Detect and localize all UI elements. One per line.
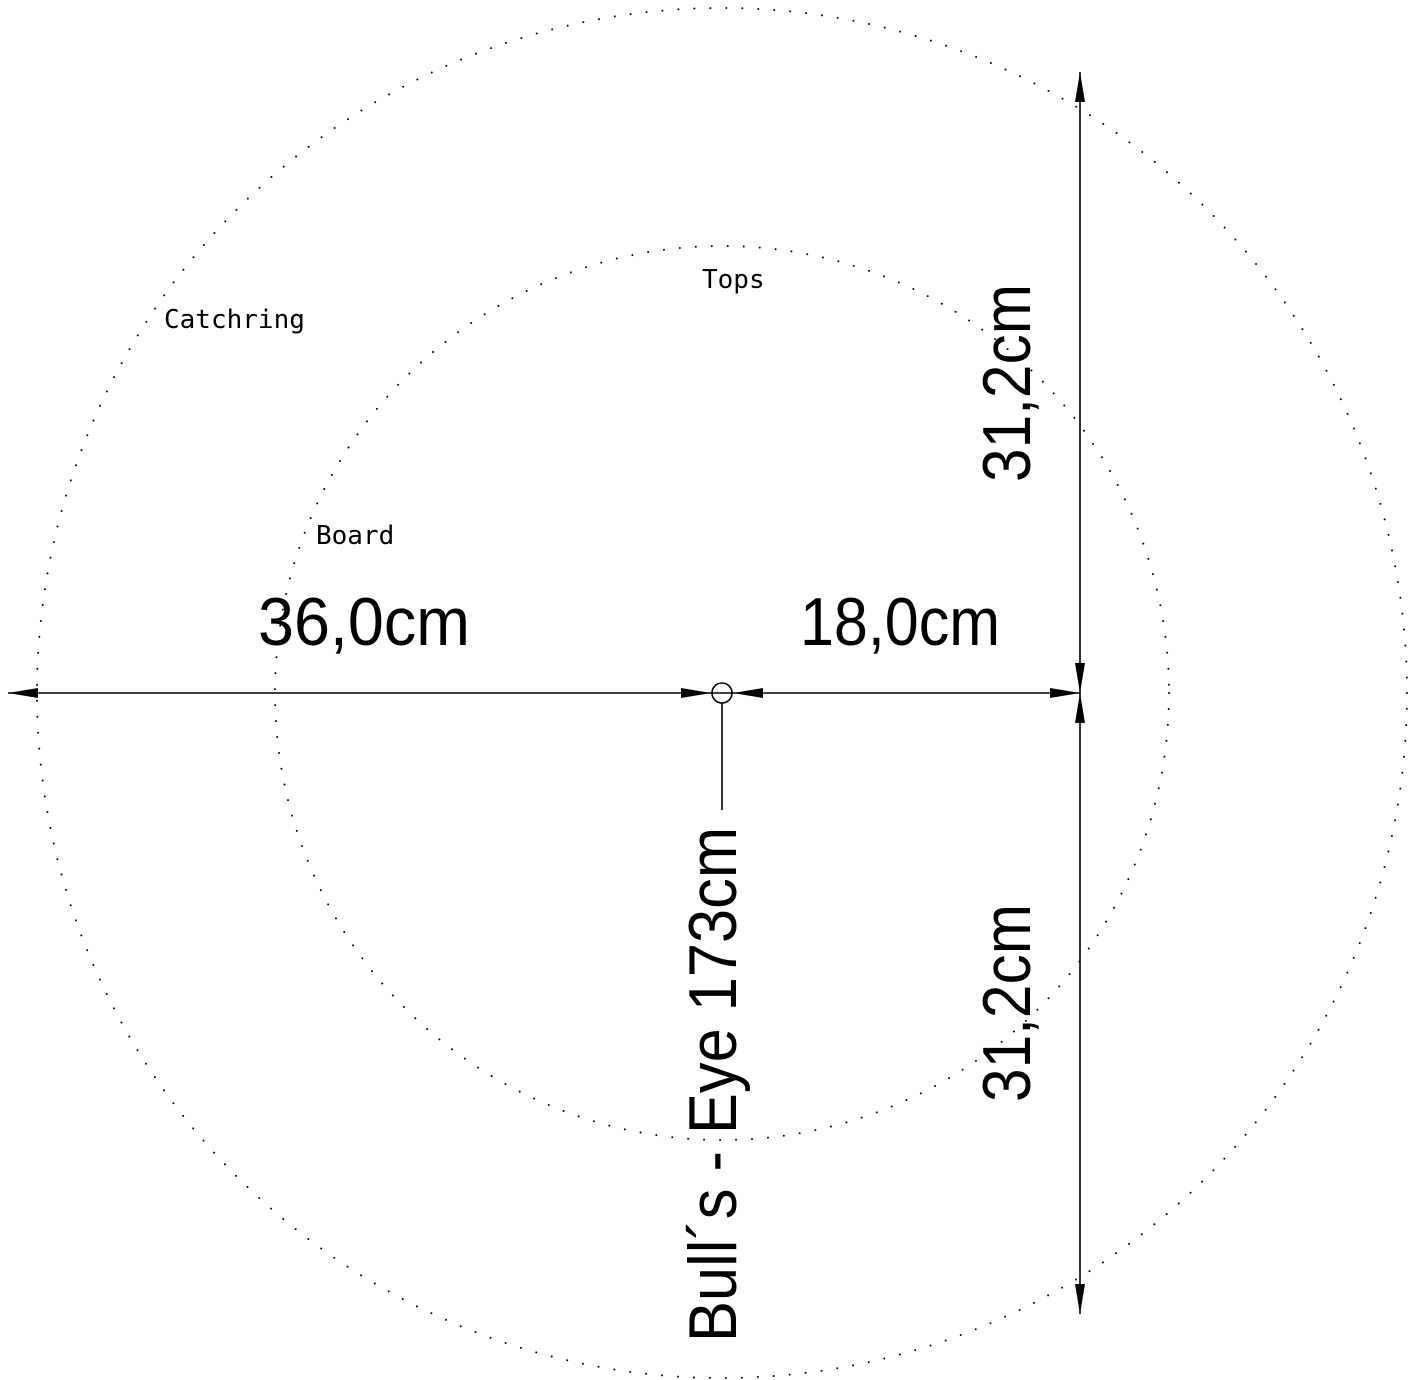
catchring-label: Catchring	[164, 305, 305, 335]
arrowhead-left-outer	[8, 688, 38, 698]
arrowhead-center-right	[733, 688, 763, 698]
arrowhead-top	[1075, 72, 1085, 102]
width-right-label: 18,0cm	[800, 584, 1000, 660]
tops-label: Tops	[702, 265, 765, 295]
arrowhead-center-left	[681, 688, 711, 698]
arrowhead-middle-down	[1075, 693, 1085, 723]
catchring-circle	[36, 7, 1408, 1379]
board-circle	[274, 245, 1170, 1141]
arrowhead-right	[1050, 688, 1080, 698]
arrowhead-bottom	[1075, 1284, 1085, 1314]
bullseye-height-label: Bull´s - Eye 173cm	[675, 827, 751, 1342]
width-left-label: 36,0cm	[258, 584, 470, 660]
arrowhead-middle-up	[1075, 663, 1085, 693]
height-upper-label: 31,2cm	[969, 284, 1045, 482]
height-lower-label: 31,2cm	[969, 904, 1045, 1102]
board-label: Board	[316, 521, 394, 551]
